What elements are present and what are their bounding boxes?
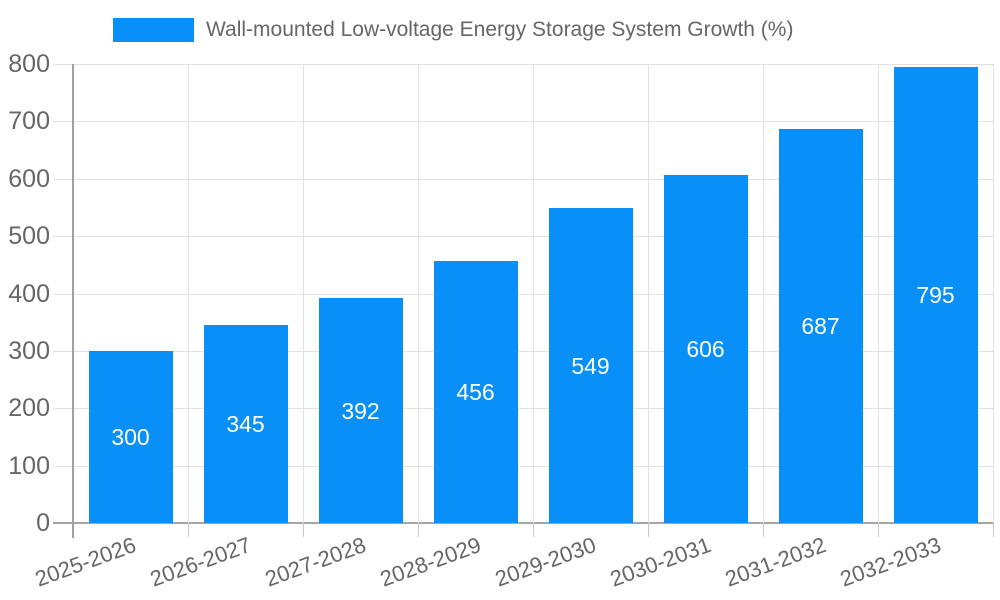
vertical-gridline <box>188 64 189 523</box>
vertical-gridline <box>648 64 649 523</box>
y-axis-tick-label: 400 <box>8 279 50 308</box>
x-axis-tick <box>878 523 879 537</box>
bar[interactable] <box>88 350 173 523</box>
vertical-gridline <box>533 64 534 523</box>
horizontal-gridline <box>53 408 993 410</box>
y-axis-tick-label: 600 <box>8 164 50 193</box>
y-axis-tick-label: 800 <box>8 50 50 78</box>
y-axis-tick-label: 100 <box>8 451 50 480</box>
x-axis-tick <box>418 523 419 537</box>
x-axis-line <box>53 522 993 524</box>
bar[interactable] <box>663 175 748 523</box>
vertical-gridline <box>878 64 879 523</box>
horizontal-gridline <box>53 465 993 467</box>
horizontal-gridline <box>53 293 993 295</box>
horizontal-gridline <box>53 64 993 65</box>
horizontal-gridline <box>53 236 993 238</box>
vertical-gridline <box>303 64 304 523</box>
x-axis-tick <box>188 523 189 537</box>
x-axis-tick <box>648 523 649 537</box>
x-axis-tick <box>303 523 304 537</box>
legend-label: Wall-mounted Low-voltage Energy Storage … <box>206 18 794 41</box>
x-axis-tick <box>763 523 764 537</box>
bar[interactable] <box>318 298 403 523</box>
vertical-gridline <box>418 64 419 523</box>
bar[interactable] <box>433 261 518 523</box>
vertical-gridline <box>993 64 994 523</box>
y-axis-line <box>72 64 74 538</box>
bar[interactable] <box>203 325 288 523</box>
vertical-gridline <box>763 64 764 523</box>
y-axis-tick-label: 500 <box>8 222 50 251</box>
x-axis-tick <box>993 523 994 537</box>
y-axis-tick-label: 200 <box>8 394 50 423</box>
horizontal-gridline <box>53 178 993 180</box>
legend-item[interactable]: Wall-mounted Low-voltage Energy Storage … <box>113 18 793 42</box>
horizontal-gridline <box>53 121 993 123</box>
y-axis-tick-label: 300 <box>8 336 50 365</box>
legend-swatch-icon <box>113 18 194 42</box>
bar[interactable] <box>893 66 978 523</box>
y-axis-tick-label: 700 <box>8 107 50 136</box>
bar[interactable] <box>778 128 863 523</box>
bar[interactable] <box>548 208 633 523</box>
horizontal-gridline <box>53 350 993 352</box>
x-axis-tick <box>533 523 534 537</box>
y-axis-tick-label: 0 <box>36 509 50 537</box>
